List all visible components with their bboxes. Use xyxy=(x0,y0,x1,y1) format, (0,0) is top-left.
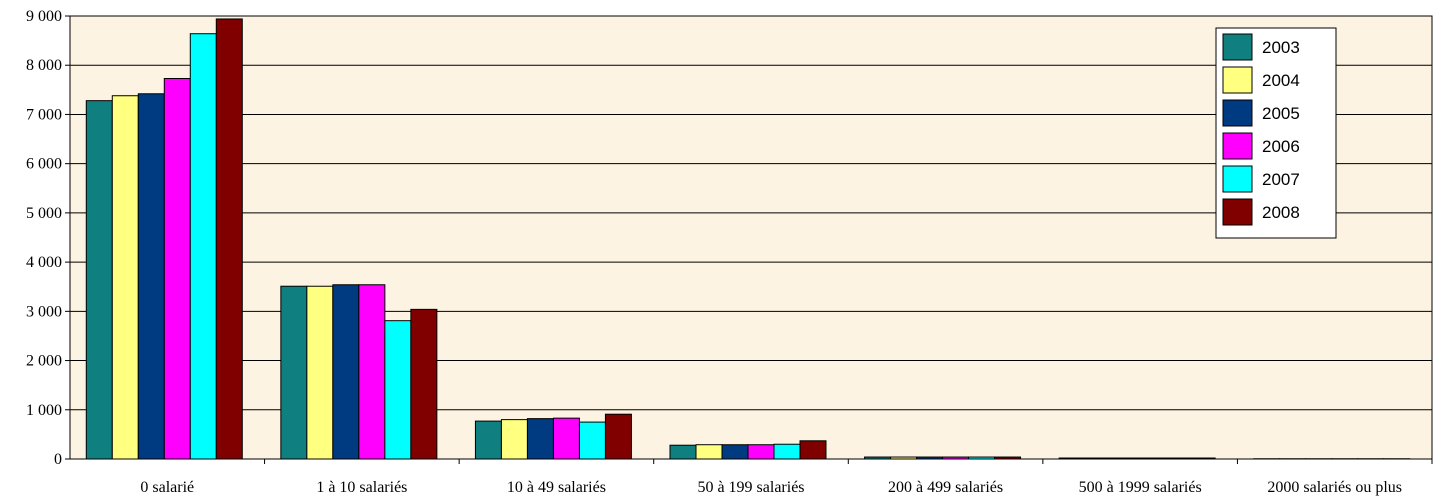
bar-2003-2 xyxy=(474,420,502,460)
legend-swatch-2008 xyxy=(1222,198,1253,226)
y-tick-label: 6 000 xyxy=(26,156,62,173)
legend-label-2005: 2005 xyxy=(1262,104,1300,123)
legend-swatch-2005 xyxy=(1222,99,1253,127)
bar-2005-3 xyxy=(721,444,749,460)
bar-2006-0 xyxy=(163,78,191,460)
y-tick-label: 8 000 xyxy=(26,57,62,74)
y-tick-label: 0 xyxy=(54,451,62,468)
legend-swatch-2006 xyxy=(1222,132,1253,160)
x-tick-label: 1 à 10 salariés xyxy=(316,479,407,496)
legend-label-2003: 2003 xyxy=(1262,38,1300,57)
bar-2006-2 xyxy=(552,417,580,460)
legend-swatch-2003 xyxy=(1222,33,1253,61)
bar-2005-1 xyxy=(332,284,360,460)
bar-2007-2 xyxy=(578,421,606,460)
legend-label-2006: 2006 xyxy=(1262,137,1300,156)
bar-2008-1 xyxy=(410,308,438,460)
bar-2003-1 xyxy=(280,285,308,460)
bar-2006-1 xyxy=(358,284,386,460)
y-tick-label: 9 000 xyxy=(26,8,62,25)
legend-label-2008: 2008 xyxy=(1262,203,1300,222)
bar-2005-0 xyxy=(137,93,165,460)
bar-2008-3 xyxy=(799,440,827,460)
bar-2004-2 xyxy=(500,419,528,460)
bar-2007-0 xyxy=(189,33,217,460)
axes xyxy=(69,16,1432,460)
x-tick-label: 2000 salariés ou plus xyxy=(1267,479,1402,496)
bar-2003-0 xyxy=(85,100,113,460)
bar-2006-3 xyxy=(747,444,775,460)
x-tick-label: 200 à 499 salariés xyxy=(888,479,1003,496)
y-tick-label: 3 000 xyxy=(26,303,62,320)
bar-2008-2 xyxy=(604,413,632,460)
bar-2004-1 xyxy=(306,285,334,460)
legend-swatch-2004 xyxy=(1222,66,1253,94)
y-axis-ticks: 0 1 000 2 000 3 000 4 000 5 000 6 000 7 000 8 00… xyxy=(26,8,70,468)
legend-label-2004: 2004 xyxy=(1262,71,1300,90)
x-tick-label: 50 à 199 salariés xyxy=(697,479,804,496)
y-tick-label: 4 000 xyxy=(26,254,62,271)
legend: 2003 2004 2005 2006 2007 2008 xyxy=(1215,27,1337,239)
y-tick-label: 1 000 xyxy=(26,402,62,419)
y-tick-label: 7 000 xyxy=(26,106,62,123)
x-axis-ticks: 0 salarié 1 à 10 salariés 10 à 49 salariés… xyxy=(140,459,1433,496)
legend-swatch-2007 xyxy=(1222,165,1253,193)
bar-2004-0 xyxy=(111,95,139,460)
x-tick-label: 0 salarié xyxy=(140,479,194,496)
bar-2007-3 xyxy=(773,443,801,460)
legend-label-2007: 2007 xyxy=(1262,170,1300,189)
x-tick-label: 500 à 1999 salariés xyxy=(1079,479,1202,496)
bar-2007-1 xyxy=(384,320,412,460)
bar-2003-3 xyxy=(669,444,697,460)
x-tick-label: 10 à 49 salariés xyxy=(507,479,606,496)
bar-2008-0 xyxy=(215,18,243,460)
bar-2005-2 xyxy=(526,418,554,460)
y-tick-label: 2 000 xyxy=(26,353,62,370)
bar-2004-3 xyxy=(695,444,723,460)
y-tick-label: 5 000 xyxy=(26,205,62,222)
